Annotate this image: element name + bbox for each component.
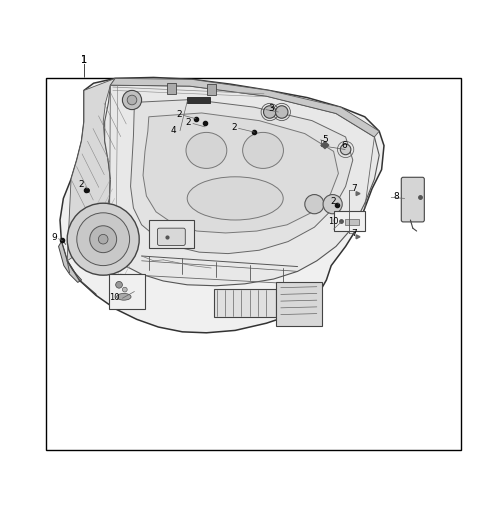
Text: 7: 7	[351, 184, 357, 194]
Circle shape	[127, 95, 137, 105]
FancyBboxPatch shape	[157, 228, 185, 245]
Polygon shape	[105, 85, 379, 286]
Text: 6: 6	[342, 141, 348, 150]
FancyBboxPatch shape	[401, 177, 424, 222]
Polygon shape	[356, 235, 360, 239]
Text: 7: 7	[351, 229, 357, 239]
Bar	[334, 211, 365, 230]
Text: 8: 8	[393, 193, 399, 201]
Text: 2: 2	[231, 123, 237, 132]
Polygon shape	[143, 113, 338, 233]
Text: 10: 10	[328, 217, 339, 226]
Bar	[276, 283, 322, 326]
Bar	[149, 221, 194, 248]
Bar	[109, 274, 145, 309]
Circle shape	[122, 91, 142, 110]
Circle shape	[98, 234, 108, 244]
Text: 9: 9	[51, 233, 57, 242]
Bar	[207, 84, 216, 95]
Bar	[187, 97, 210, 103]
Bar	[46, 78, 461, 451]
Circle shape	[340, 144, 351, 155]
Circle shape	[323, 195, 342, 214]
Circle shape	[264, 106, 276, 118]
Circle shape	[67, 203, 139, 275]
Text: 2: 2	[331, 197, 336, 206]
Bar	[214, 289, 276, 317]
Text: 1: 1	[81, 55, 87, 65]
Text: 4: 4	[171, 126, 177, 135]
Bar	[345, 219, 359, 225]
Ellipse shape	[187, 177, 283, 220]
Polygon shape	[67, 78, 115, 261]
Polygon shape	[321, 142, 329, 148]
Circle shape	[122, 287, 127, 292]
Polygon shape	[356, 191, 360, 196]
Circle shape	[90, 226, 117, 252]
Text: 10: 10	[109, 293, 120, 302]
Text: 1: 1	[81, 55, 87, 65]
Circle shape	[305, 195, 324, 214]
Ellipse shape	[242, 133, 283, 168]
Ellipse shape	[186, 133, 227, 168]
Circle shape	[77, 213, 130, 266]
Text: 5: 5	[323, 135, 328, 144]
Circle shape	[276, 106, 288, 118]
Bar	[167, 83, 176, 94]
Text: 2: 2	[79, 180, 84, 189]
Polygon shape	[59, 242, 82, 283]
Text: 2: 2	[176, 110, 182, 119]
Polygon shape	[110, 78, 379, 137]
Text: 3: 3	[268, 103, 274, 113]
Polygon shape	[131, 99, 353, 253]
Circle shape	[116, 282, 122, 288]
Polygon shape	[60, 77, 384, 333]
Text: 2: 2	[186, 118, 192, 127]
Ellipse shape	[117, 293, 131, 300]
